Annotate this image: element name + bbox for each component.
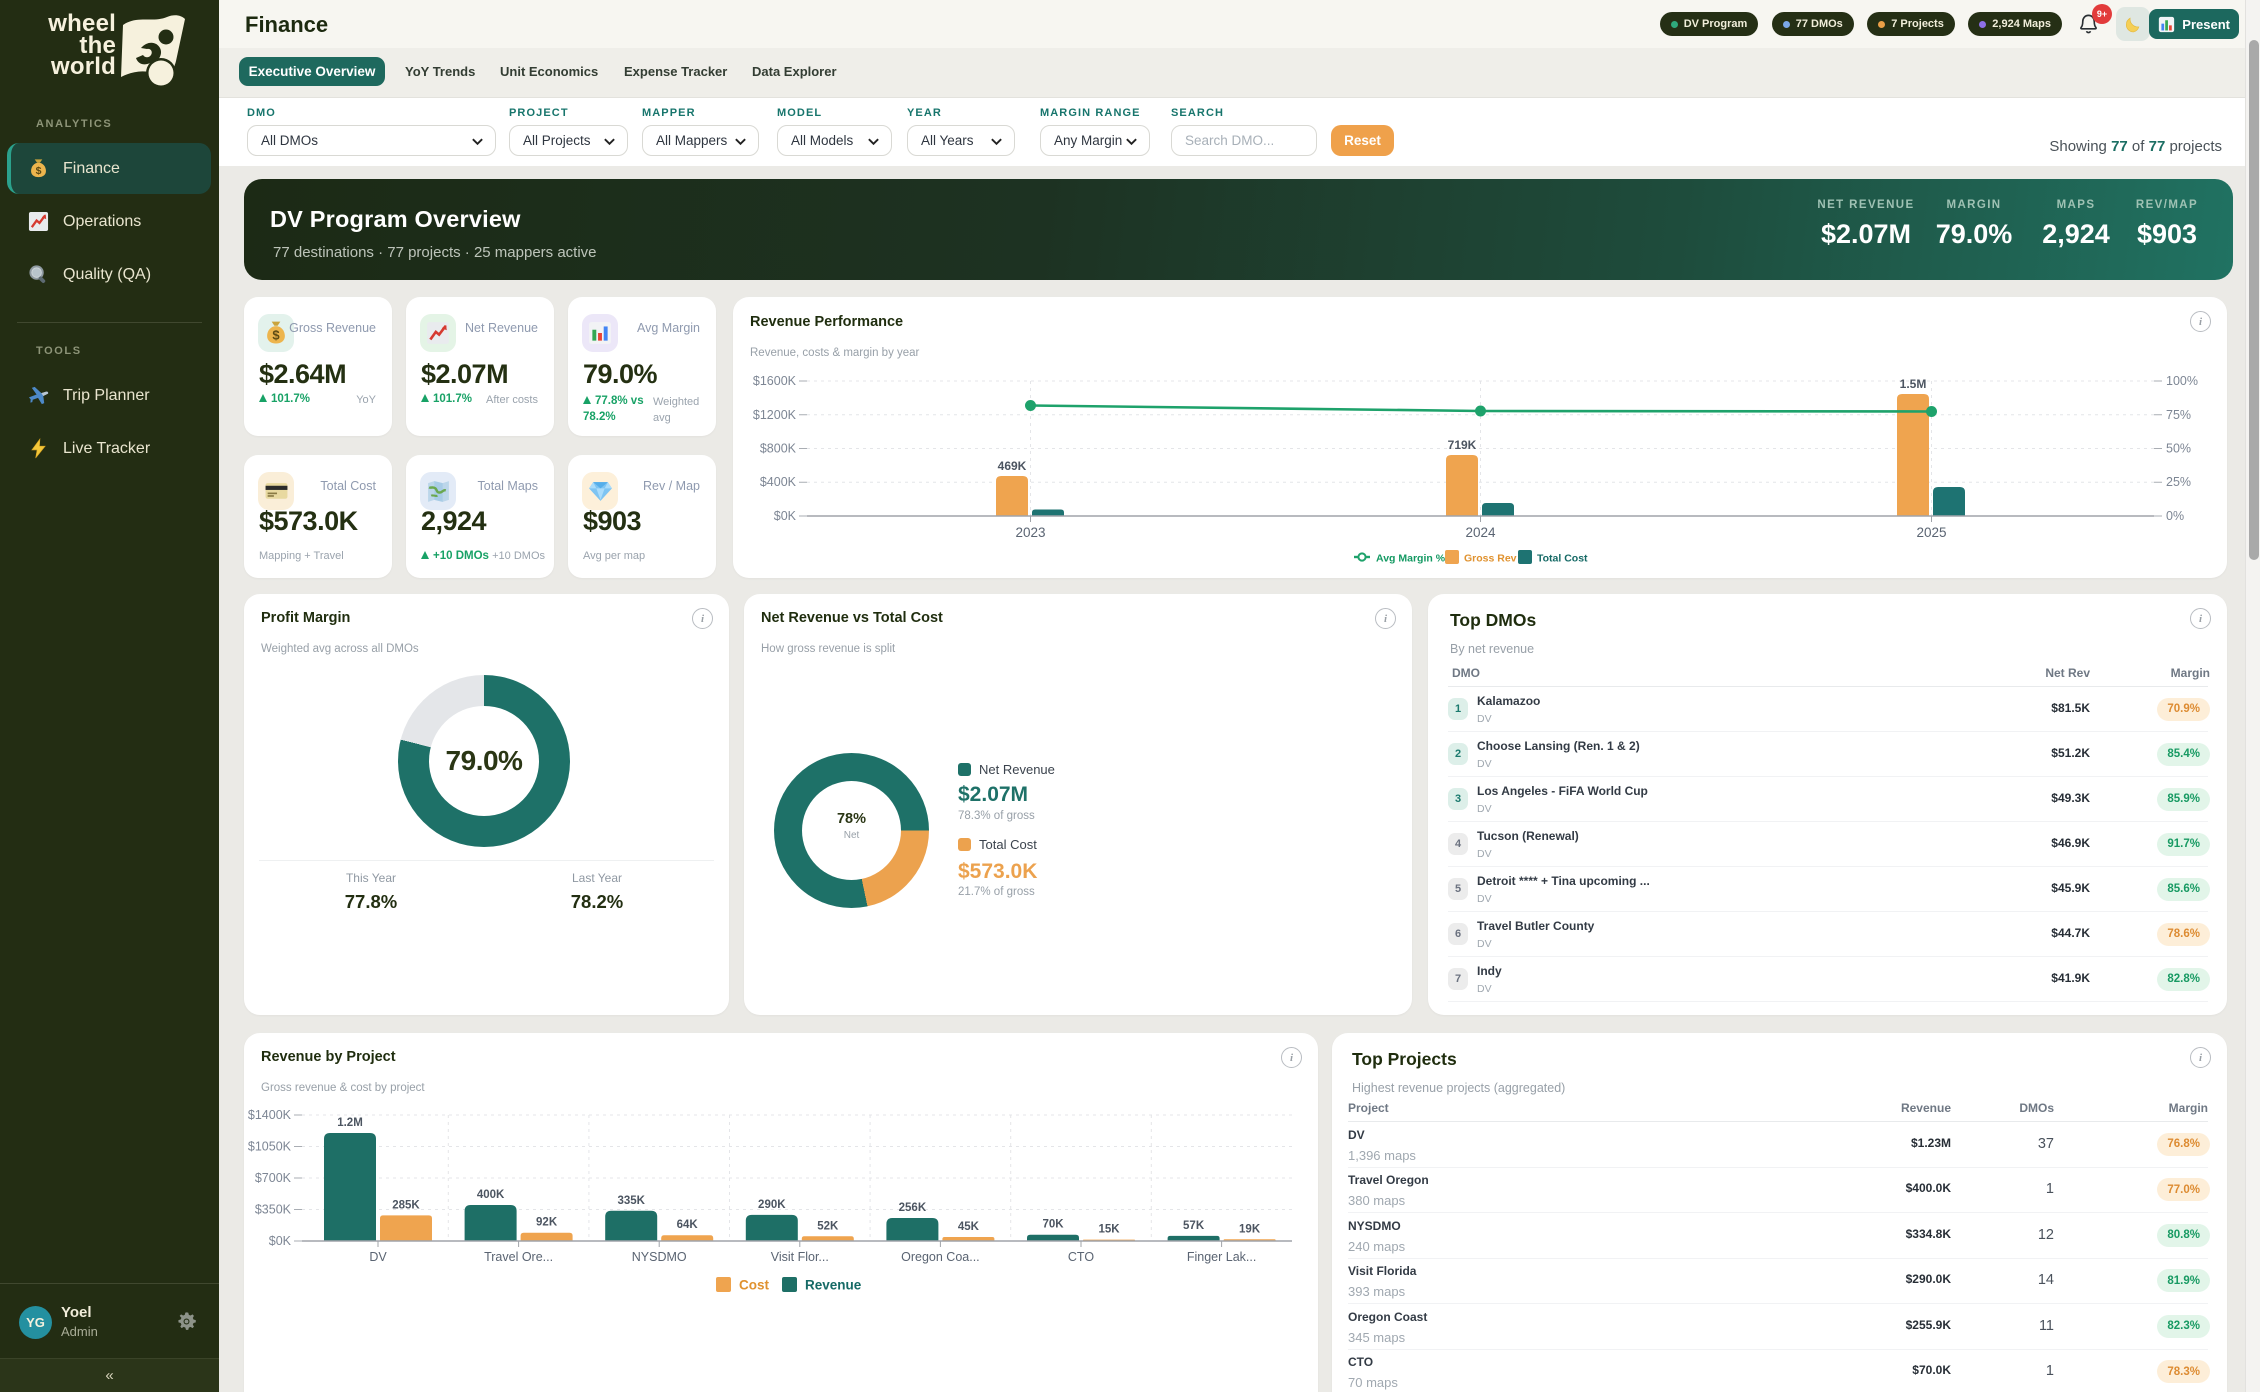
svg-text:$: $	[272, 328, 280, 343]
svg-text:2023: 2023	[1015, 525, 1045, 540]
svg-text:256K: 256K	[899, 1202, 927, 1214]
svg-text:19K: 19K	[1239, 1223, 1261, 1235]
svg-text:57K: 57K	[1183, 1220, 1205, 1232]
svg-text:Oregon Coa...: Oregon Coa...	[901, 1250, 980, 1264]
svg-text:2024: 2024	[1465, 525, 1496, 540]
svg-text:$400K: $400K	[760, 475, 797, 489]
svg-text:285K: 285K	[392, 1199, 420, 1211]
svg-text:335K: 335K	[617, 1195, 645, 1207]
svg-text:15K: 15K	[1098, 1224, 1120, 1236]
svg-text:0%: 0%	[2166, 509, 2184, 523]
svg-text:Cost: Cost	[739, 1278, 770, 1293]
svg-text:1.2M: 1.2M	[337, 1117, 363, 1129]
svg-text:CTO: CTO	[1068, 1250, 1094, 1264]
svg-text:25%: 25%	[2166, 475, 2191, 489]
svg-text:Visit Flor...: Visit Flor...	[771, 1250, 829, 1264]
svg-text:$350K: $350K	[255, 1203, 292, 1217]
svg-text:719K: 719K	[1448, 438, 1477, 452]
svg-text:2025: 2025	[1916, 525, 1946, 540]
svg-text:70K: 70K	[1042, 1219, 1064, 1231]
svg-text:$800K: $800K	[760, 442, 797, 456]
svg-text:$1200K: $1200K	[753, 408, 797, 422]
svg-text:Gross Rev: Gross Rev	[1464, 553, 1517, 565]
svg-text:NYSDMO: NYSDMO	[632, 1250, 687, 1264]
svg-text:$700K: $700K	[255, 1171, 292, 1185]
svg-text:$1600K: $1600K	[753, 374, 797, 388]
svg-text:$0K: $0K	[774, 509, 797, 523]
svg-text:469K: 469K	[998, 459, 1027, 473]
svg-text:$0K: $0K	[269, 1234, 292, 1248]
svg-text:$: $	[36, 165, 42, 177]
svg-text:Travel Ore...: Travel Ore...	[484, 1250, 553, 1264]
svg-text:52K: 52K	[817, 1220, 839, 1232]
svg-text:$1050K: $1050K	[248, 1140, 292, 1154]
svg-text:64K: 64K	[677, 1219, 699, 1231]
svg-text:75%: 75%	[2166, 408, 2191, 422]
svg-text:1.5M: 1.5M	[1900, 377, 1927, 391]
svg-text:290K: 290K	[758, 1199, 786, 1211]
svg-text:$1400K: $1400K	[248, 1108, 292, 1122]
svg-text:100%: 100%	[2166, 374, 2198, 388]
svg-text:Avg Margin %: Avg Margin %	[1376, 553, 1446, 565]
svg-text:45K: 45K	[958, 1221, 980, 1233]
svg-text:DV: DV	[369, 1250, 387, 1264]
svg-text:50%: 50%	[2166, 442, 2191, 456]
svg-text:Finger Lak...: Finger Lak...	[1187, 1250, 1256, 1264]
svg-text:400K: 400K	[477, 1189, 505, 1201]
svg-text:Total Cost: Total Cost	[1537, 553, 1588, 565]
svg-text:Revenue: Revenue	[805, 1278, 862, 1293]
svg-text:92K: 92K	[536, 1217, 558, 1229]
